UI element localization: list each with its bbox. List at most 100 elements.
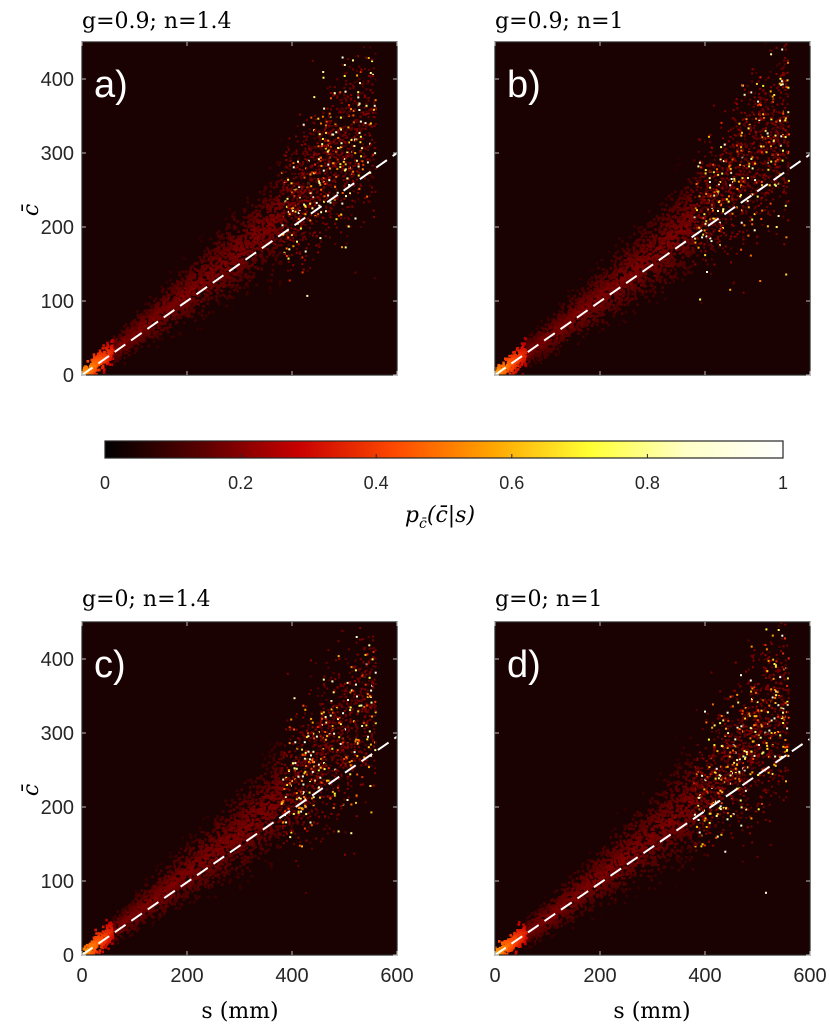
density-cell	[689, 211, 693, 215]
density-cell	[252, 271, 256, 275]
density-cell	[252, 222, 256, 226]
density-cell	[228, 232, 231, 235]
density-cell	[335, 175, 338, 178]
density-cell	[234, 272, 237, 276]
density-cell	[342, 179, 345, 182]
density-cell	[631, 261, 635, 264]
density-cell	[273, 210, 277, 213]
density-cell	[241, 264, 244, 267]
density-cell	[687, 269, 690, 273]
density-cell	[356, 118, 359, 121]
density-cell	[738, 122, 741, 125]
density-cell	[344, 172, 347, 175]
density-cell	[602, 313, 606, 316]
density-cell	[203, 253, 207, 256]
density-cell	[646, 222, 650, 226]
density-cell	[716, 192, 718, 195]
density-cell	[783, 45, 786, 48]
density-cell	[140, 328, 144, 331]
density-cell	[287, 243, 290, 246]
density-cell	[279, 262, 283, 265]
density-cell	[328, 115, 331, 118]
density-cell	[128, 349, 131, 353]
density-cell	[135, 323, 138, 326]
density-cell	[162, 299, 165, 303]
density-cell	[243, 250, 247, 254]
density-cell	[297, 204, 300, 207]
density-cell	[628, 254, 632, 258]
density-cell	[553, 313, 556, 316]
density-cell	[250, 228, 253, 231]
density-cell	[296, 183, 299, 186]
density-cell	[316, 142, 319, 145]
density-cell	[337, 195, 340, 198]
density-cell	[592, 283, 596, 287]
density-cell	[298, 192, 301, 195]
density-cell	[252, 231, 256, 234]
density-cell	[190, 309, 193, 313]
density-cell	[674, 230, 677, 234]
density-cell	[673, 242, 677, 246]
density-cell	[526, 362, 529, 365]
density-cell	[700, 225, 703, 228]
density-cell	[319, 199, 322, 202]
density-cell	[253, 248, 257, 251]
density-cell	[353, 100, 356, 102]
density-cell	[618, 288, 622, 292]
density-cell	[233, 218, 236, 222]
density-cell	[344, 163, 347, 166]
density-cell	[365, 113, 367, 116]
density-cell	[111, 340, 115, 344]
density-cell	[193, 273, 197, 277]
density-cell	[753, 193, 755, 196]
density-cell	[545, 348, 548, 351]
density-cell	[175, 303, 178, 306]
density-cell	[311, 179, 314, 182]
density-cell	[783, 59, 786, 62]
density-cell	[600, 281, 603, 285]
density-cell	[219, 277, 223, 281]
density-cell	[274, 258, 278, 262]
density-cell	[370, 107, 373, 110]
density-cell	[232, 279, 235, 282]
density-cell	[755, 181, 758, 184]
density-cell	[350, 94, 352, 97]
density-cell	[130, 322, 133, 326]
density-cell	[539, 361, 543, 365]
density-cell	[192, 304, 195, 307]
density-cell	[140, 345, 143, 349]
density-cell	[303, 173, 306, 176]
density-cell	[327, 164, 330, 167]
density-cell	[778, 62, 781, 65]
density-cell	[136, 341, 139, 345]
density-cell	[245, 291, 249, 294]
density-cell	[241, 251, 245, 254]
density-cell	[768, 76, 771, 78]
density-cell	[325, 192, 328, 195]
density-cell	[670, 275, 674, 278]
density-cell	[620, 269, 624, 272]
density-cell	[326, 168, 328, 171]
density-cell	[680, 250, 684, 254]
density-cell	[304, 158, 307, 161]
density-cell	[704, 155, 707, 158]
density-cell	[705, 215, 708, 218]
density-cell	[659, 244, 663, 247]
density-cell	[210, 263, 213, 266]
density-cell	[318, 133, 321, 136]
density-cell	[270, 228, 274, 232]
density-cell	[215, 261, 219, 265]
density-cell	[218, 249, 221, 253]
density-cell	[739, 213, 742, 216]
density-cell	[678, 162, 682, 166]
density-cell	[288, 189, 291, 191]
density-cell	[184, 282, 188, 285]
density-cell	[625, 263, 629, 266]
density-cell	[347, 161, 350, 164]
density-cell	[315, 153, 318, 156]
density-cell	[724, 245, 727, 248]
density-cell	[228, 208, 231, 211]
density-cell	[236, 273, 240, 277]
density-cell	[675, 248, 678, 252]
density-cell	[305, 138, 308, 141]
